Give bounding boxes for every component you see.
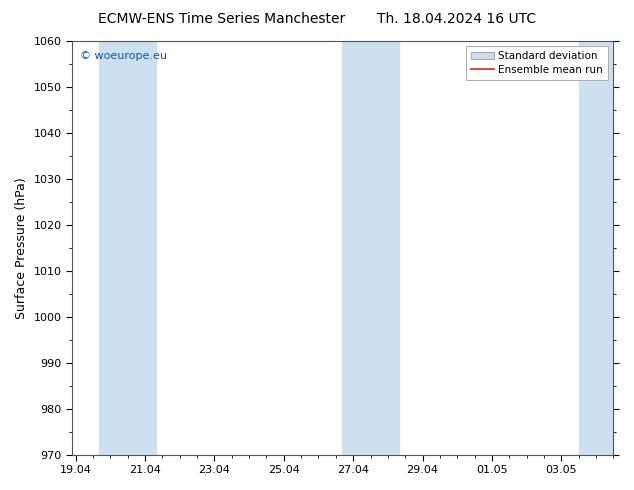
Legend: Standard deviation, Ensemble mean run: Standard deviation, Ensemble mean run <box>466 46 608 80</box>
Text: Th. 18.04.2024 16 UTC: Th. 18.04.2024 16 UTC <box>377 12 536 26</box>
Bar <box>579 41 614 455</box>
Bar <box>342 41 399 455</box>
Y-axis label: Surface Pressure (hPa): Surface Pressure (hPa) <box>15 177 28 318</box>
Text: © woeurope.eu: © woeurope.eu <box>81 51 167 61</box>
Bar <box>99 41 157 455</box>
Text: ECMW-ENS Time Series Manchester: ECMW-ENS Time Series Manchester <box>98 12 346 26</box>
